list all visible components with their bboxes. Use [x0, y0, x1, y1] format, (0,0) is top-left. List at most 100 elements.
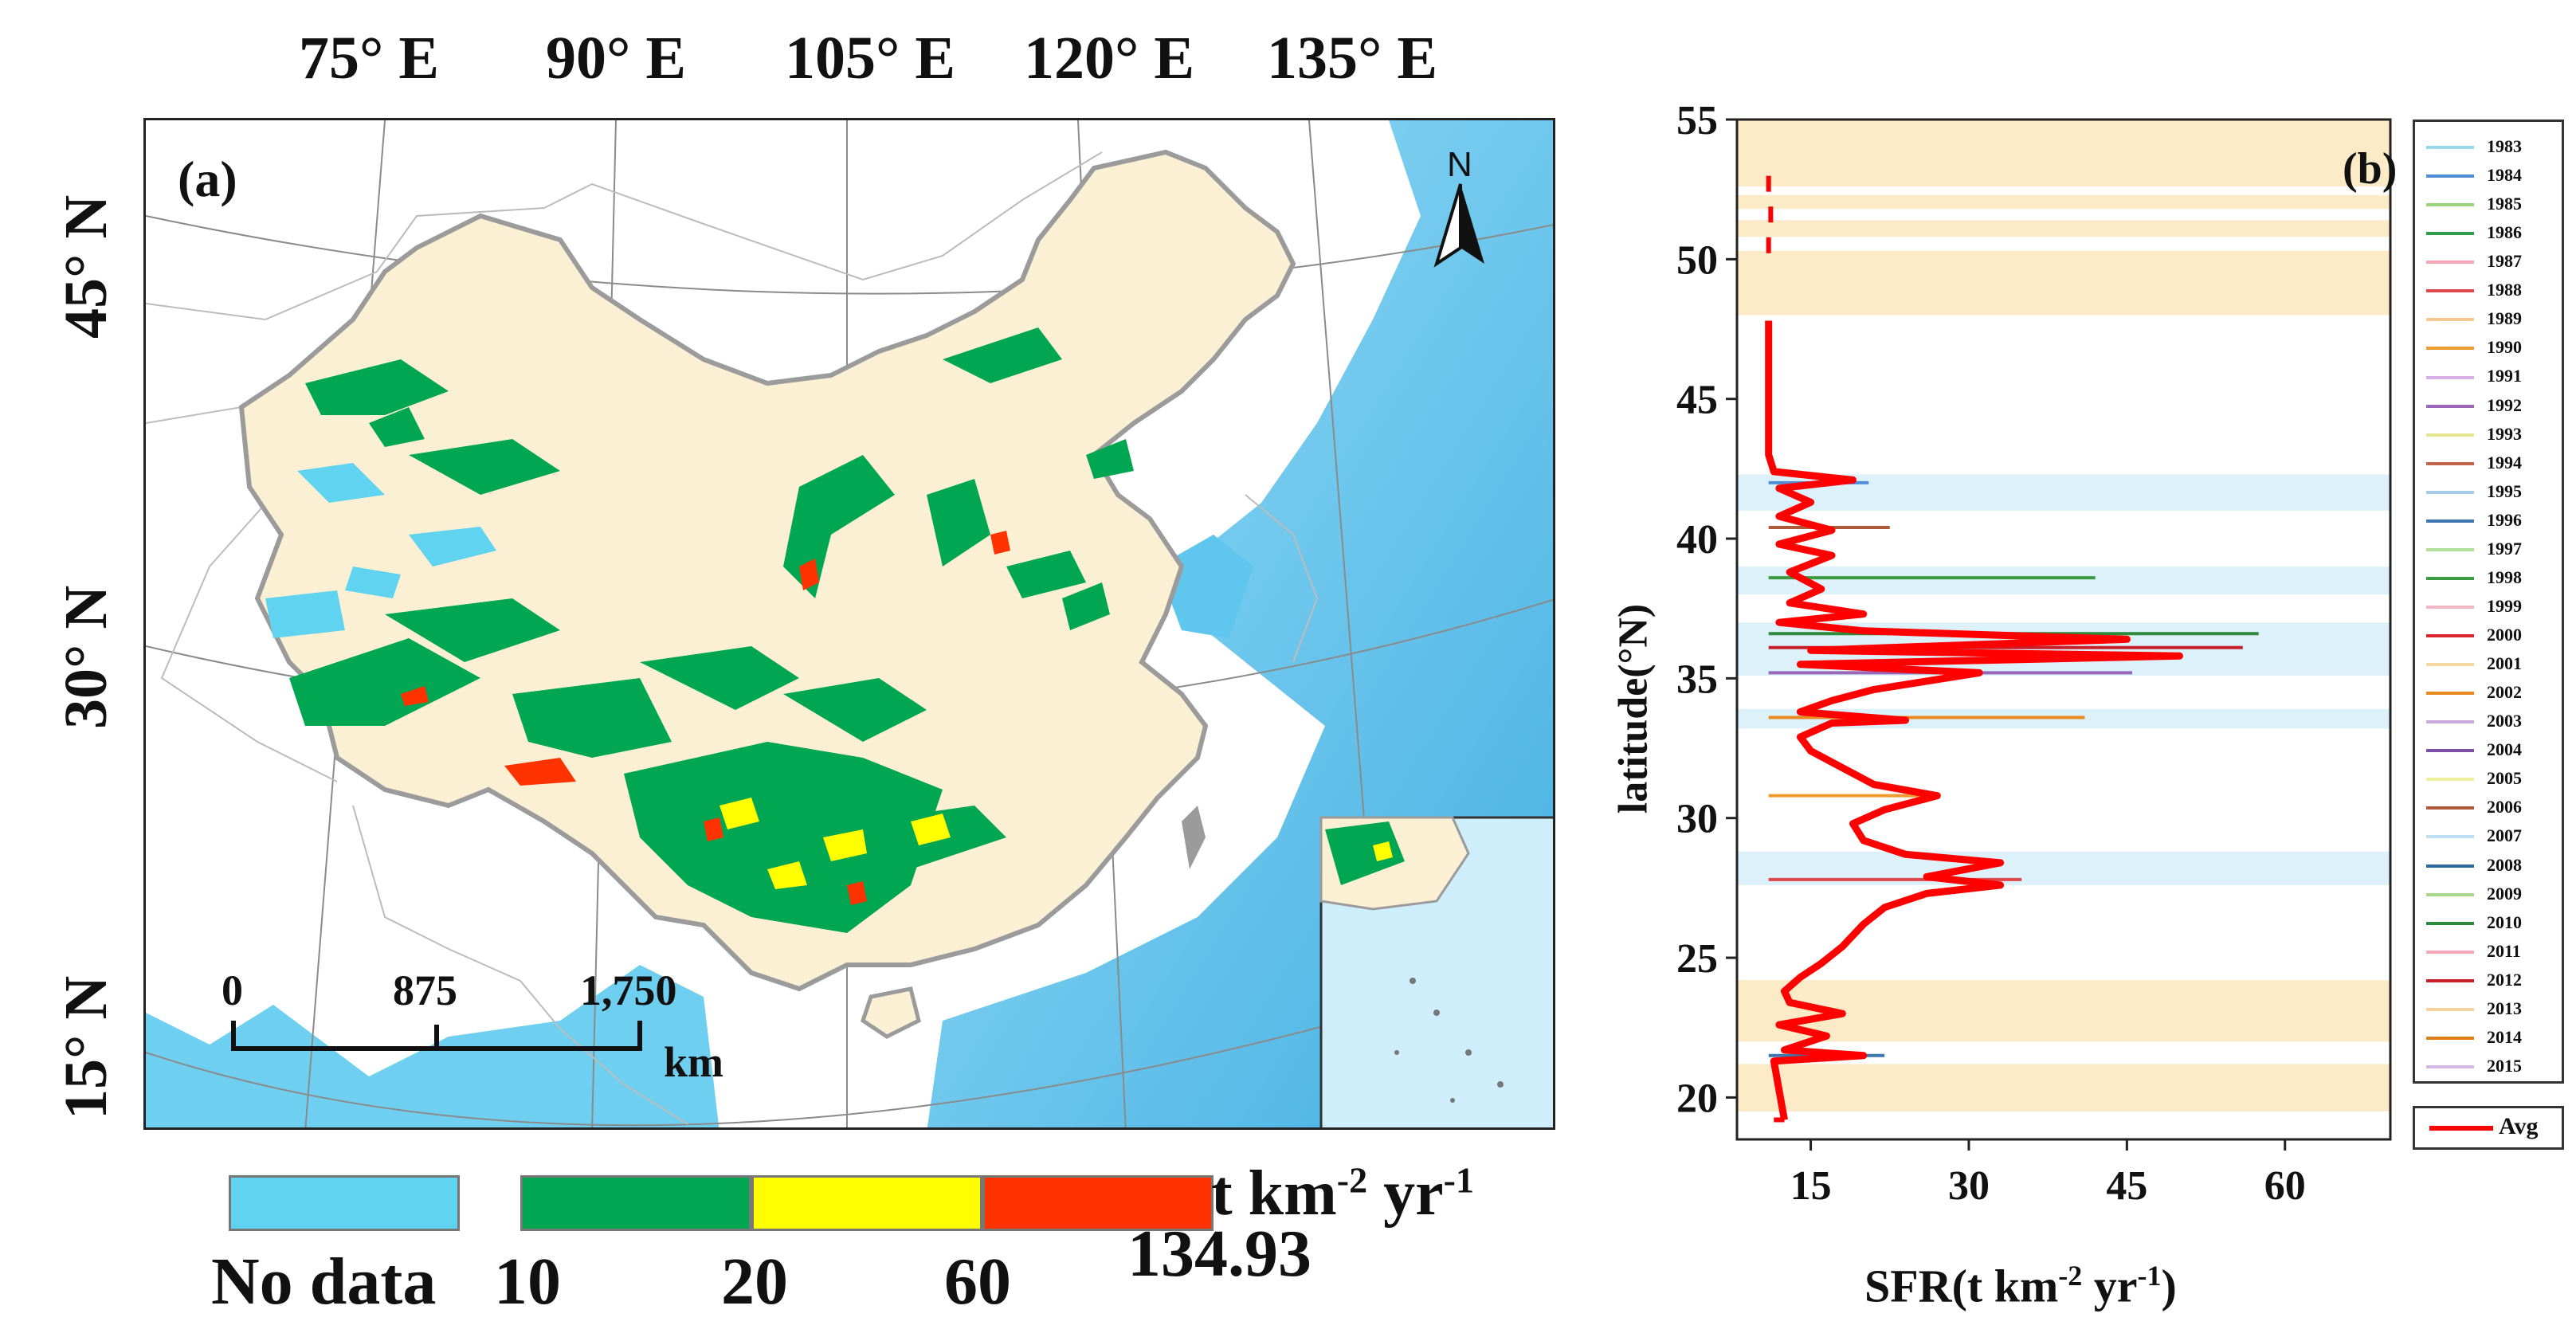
legend-break-max: 134.93 — [1127, 1217, 1312, 1291]
year-legend-label-2014: 2014 — [2487, 1026, 2522, 1047]
map-canvas: (a) N 0 875 1,750 km — [146, 120, 1553, 1127]
longitude-label-90: 90° E — [546, 25, 687, 92]
latitude-label-15: 15° N — [53, 975, 120, 1119]
latitude-band-blue-3 — [1737, 567, 2390, 595]
avg-series-line — [1765, 320, 2183, 1121]
taiwan — [1182, 806, 1206, 869]
year-legend: 1983 1984 1985 1986 1987 1988 1989 1990 1991 1992… — [2413, 120, 2564, 1084]
legend-break-10: 10 — [494, 1245, 561, 1319]
year-legend-swatch-2012 — [2426, 978, 2474, 982]
legend-break-60: 60 — [944, 1245, 1011, 1319]
north-arrow-icon — [1433, 183, 1484, 268]
year-legend-swatch-1993 — [2426, 433, 2474, 437]
year-legend-label-2011: 2011 — [2487, 940, 2521, 961]
year-legend-swatch-1986 — [2426, 232, 2474, 236]
legend-swatch-10-20 — [520, 1175, 751, 1231]
year-legend-swatch-1983 — [2426, 146, 2474, 150]
y-tick-label-40: 40 — [1676, 517, 1718, 563]
legend-unit: t km-2 yr-1 — [1211, 1159, 1474, 1229]
year-legend-label-2009: 2009 — [2487, 883, 2522, 904]
scale-unit: km — [664, 1038, 723, 1086]
year-legend-label-1998: 1998 — [2487, 567, 2522, 587]
year-legend-swatch-1994 — [2426, 461, 2474, 465]
year-legend-label-1986: 1986 — [2487, 222, 2522, 243]
year-legend-swatch-1992 — [2426, 404, 2474, 408]
year-legend-swatch-2003 — [2426, 720, 2474, 724]
legend-swatch-20-60 — [751, 1175, 982, 1231]
year-legend-label-1984: 1984 — [2487, 165, 2522, 186]
y-tick-label-50: 50 — [1676, 237, 1718, 283]
year-legend-label-1997: 1997 — [2487, 538, 2522, 559]
year-legend-swatch-2010 — [2426, 921, 2474, 925]
latitude-band-blue-1 — [1737, 708, 2390, 729]
year-legend-label-1991: 1991 — [2487, 366, 2522, 386]
scale-tick-0: 0 — [222, 966, 243, 1014]
year-legend-label-1985: 1985 — [2487, 194, 2522, 214]
longitude-label-105: 105° E — [785, 25, 956, 92]
y-tick-label-20: 20 — [1676, 1076, 1718, 1121]
south-china-sea-inset — [1319, 816, 1553, 1127]
bohai-sea — [1158, 535, 1253, 638]
year-legend-swatch-2013 — [2426, 1007, 2474, 1011]
year-legend-label-1996: 1996 — [2487, 509, 2522, 530]
year-legend-label-1993: 1993 — [2487, 423, 2522, 444]
year-legend-label-2000: 2000 — [2487, 625, 2522, 645]
year-legend-swatch-2006 — [2426, 806, 2474, 810]
year-legend-label-1983: 1983 — [2487, 136, 2522, 156]
year-legend-swatch-1985 — [2426, 203, 2474, 207]
x-axis-label: SFR(t km-2 yr-1) — [1864, 1260, 2177, 1312]
year-legend-swatch-1998 — [2426, 576, 2474, 580]
year-legend-swatch-1996 — [2426, 519, 2474, 523]
year-legend-swatch-1990 — [2426, 347, 2474, 351]
year-legend-label-2013: 2013 — [2487, 998, 2522, 1018]
year-legend-swatch-1991 — [2426, 375, 2474, 379]
y-tick-label-30: 30 — [1676, 797, 1718, 842]
year-legend-label-1999: 1999 — [2487, 595, 2522, 616]
x-tick-label-45: 45 — [2106, 1163, 2147, 1209]
year-legend-label-2003: 2003 — [2487, 711, 2522, 731]
year-legend-label-2012: 2012 — [2487, 969, 2522, 990]
map-frame: (a) N 0 875 1,750 km — [143, 118, 1555, 1130]
parallel-15 — [146, 957, 1553, 1127]
y-tick-label-45: 45 — [1676, 378, 1718, 423]
latitude-band-tan-5 — [1737, 120, 2390, 187]
border-south — [352, 805, 688, 1125]
hainan — [861, 986, 921, 1039]
year-legend-swatch-2008 — [2426, 864, 2474, 868]
avg-legend-swatch — [2429, 1126, 2493, 1131]
border-korea — [1245, 494, 1319, 663]
plot-frame — [1735, 118, 2392, 1141]
panel-b-tag: (b) — [2343, 144, 2398, 194]
year-legend-swatch-1988 — [2426, 289, 2474, 293]
latitude-band-tan-2 — [1737, 250, 2390, 316]
latitude-label-45: 45° N — [53, 194, 120, 339]
year-legend-swatch-2005 — [2426, 778, 2474, 782]
year-legend-label-1992: 1992 — [2487, 394, 2522, 415]
y-tick-label-55: 55 — [1676, 98, 1718, 143]
year-legend-swatch-2002 — [2426, 692, 2474, 696]
year-legend-swatch-2014 — [2426, 1036, 2474, 1040]
border-north — [146, 151, 1103, 321]
legend-swatch-60-max — [982, 1175, 1214, 1231]
longitude-label-120: 120° E — [1024, 25, 1195, 92]
year-legend-swatch-1987 — [2426, 261, 2474, 265]
latitude-band-blue-0 — [1737, 851, 2390, 885]
latitude-band-blue-2 — [1737, 622, 2390, 676]
scale-bar — [231, 1021, 642, 1051]
parallel-45 — [146, 215, 1553, 295]
longitude-label-75: 75° E — [299, 25, 440, 92]
scale-tick-1750: 1,750 — [580, 966, 677, 1014]
year-legend-swatch-2004 — [2426, 749, 2474, 753]
year-legend-label-2005: 2005 — [2487, 768, 2522, 789]
latitude-band-tan-1 — [1737, 980, 2390, 1042]
y-axis-label: latitude(°N) — [1610, 603, 1657, 814]
longitude-label-135: 135° E — [1267, 25, 1438, 92]
year-legend-swatch-2009 — [2426, 892, 2474, 896]
year-legend-label-2002: 2002 — [2487, 682, 2522, 703]
avg-legend: Avg — [2413, 1106, 2564, 1150]
x-tick-label-30: 30 — [1948, 1163, 1990, 1209]
y-tick-label-25: 25 — [1676, 936, 1718, 982]
year-legend-label-1994: 1994 — [2487, 452, 2522, 472]
year-legend-label-2006: 2006 — [2487, 797, 2522, 817]
year-legend-swatch-2007 — [2426, 835, 2474, 839]
